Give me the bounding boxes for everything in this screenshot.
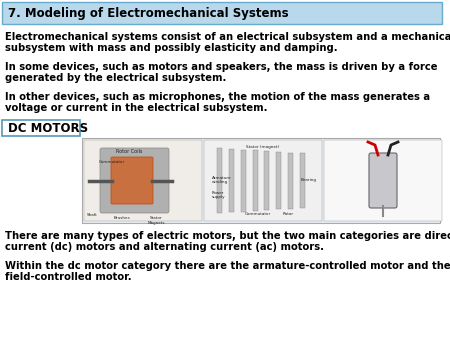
Text: In some devices, such as motors and speakers, the mass is driven by a force: In some devices, such as motors and spea… xyxy=(5,62,437,72)
Text: Power
supply: Power supply xyxy=(212,191,225,199)
Text: current (dc) motors and alternating current (ac) motors.: current (dc) motors and alternating curr… xyxy=(5,242,324,252)
Text: Shaft: Shaft xyxy=(86,213,97,217)
FancyBboxPatch shape xyxy=(369,153,397,208)
FancyBboxPatch shape xyxy=(82,138,440,223)
Text: Stator
Magnets: Stator Magnets xyxy=(147,216,165,224)
FancyBboxPatch shape xyxy=(241,149,246,212)
Text: generated by the electrical subsystem.: generated by the electrical subsystem. xyxy=(5,73,226,83)
Text: Rotor Coils: Rotor Coils xyxy=(116,149,142,154)
Text: 7. Modeling of Electromechanical Systems: 7. Modeling of Electromechanical Systems xyxy=(8,6,288,20)
Text: Electromechanical systems consist of an electrical subsystem and a mechanical: Electromechanical systems consist of an … xyxy=(5,32,450,42)
FancyBboxPatch shape xyxy=(111,157,153,204)
FancyBboxPatch shape xyxy=(324,140,442,221)
FancyBboxPatch shape xyxy=(2,120,80,136)
Text: Within the dc motor category there are the armature-controlled motor and the: Within the dc motor category there are t… xyxy=(5,261,450,271)
Text: Bearing: Bearing xyxy=(301,178,317,182)
Text: Stator (magnet): Stator (magnet) xyxy=(247,145,279,149)
FancyBboxPatch shape xyxy=(288,152,293,209)
Text: In other devices, such as microphones, the motion of the mass generates a: In other devices, such as microphones, t… xyxy=(5,92,430,102)
FancyBboxPatch shape xyxy=(229,149,234,212)
Text: Armature
winding: Armature winding xyxy=(212,176,231,184)
Text: field-controlled motor.: field-controlled motor. xyxy=(5,272,131,282)
Text: subsystem with mass and possibly elasticity and damping.: subsystem with mass and possibly elastic… xyxy=(5,43,338,53)
Text: Commutator: Commutator xyxy=(245,212,271,216)
FancyBboxPatch shape xyxy=(100,148,169,213)
FancyBboxPatch shape xyxy=(84,140,202,221)
Text: DC MOTORS: DC MOTORS xyxy=(8,121,88,135)
FancyBboxPatch shape xyxy=(276,152,281,209)
FancyBboxPatch shape xyxy=(204,140,322,221)
FancyBboxPatch shape xyxy=(2,2,442,24)
Text: Commutator: Commutator xyxy=(99,160,125,164)
FancyBboxPatch shape xyxy=(300,153,305,208)
FancyBboxPatch shape xyxy=(252,150,257,211)
Text: voltage or current in the electrical subsystem.: voltage or current in the electrical sub… xyxy=(5,103,267,113)
Text: Brushes: Brushes xyxy=(114,216,130,220)
FancyBboxPatch shape xyxy=(217,148,222,213)
Text: Rotor: Rotor xyxy=(283,212,293,216)
Text: There are many types of electric motors, but the two main categories are direct: There are many types of electric motors,… xyxy=(5,231,450,241)
FancyBboxPatch shape xyxy=(265,151,270,210)
